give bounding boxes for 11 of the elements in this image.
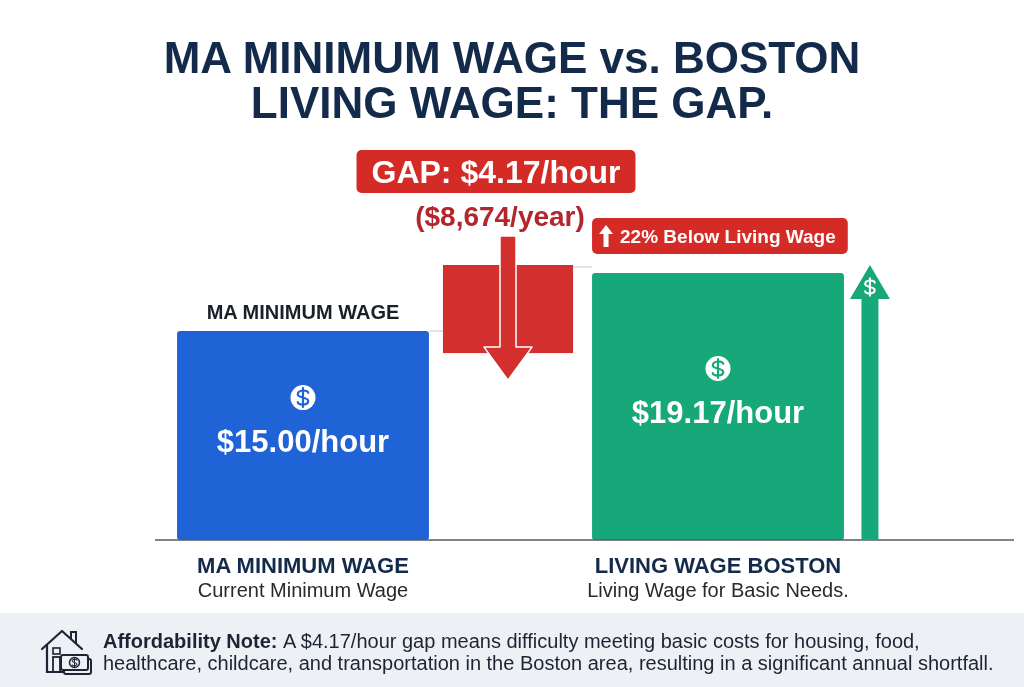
text: Current Minimum Wage (197, 579, 409, 601)
x-tick-label: LIVING WAGE BOSTON (594, 553, 842, 578)
text: ($8,674/year) (415, 201, 585, 232)
text: GAP: $4.17/hour (371, 154, 621, 190)
text: 22% Below Living Wage (620, 226, 836, 247)
data-label: $15.00/hour (216, 423, 390, 459)
chart-title: MA MINIMUM WAGE vs. BOSTON LIVING WAGE: THE GAP. (163, 33, 861, 127)
text: Affordability Note: A $4.17/hour gap means difficulty meeting basic costs for housing, food, healthcare, childcare, and transportation in the Boston area, resulting in a significant annual shortfall. (103, 630, 994, 674)
annotation: MA MINIMUM WAGE (206, 301, 400, 324)
text: Living Wage for Basic Needs. (587, 579, 849, 601)
data-label: $19.17/hour (631, 394, 805, 430)
